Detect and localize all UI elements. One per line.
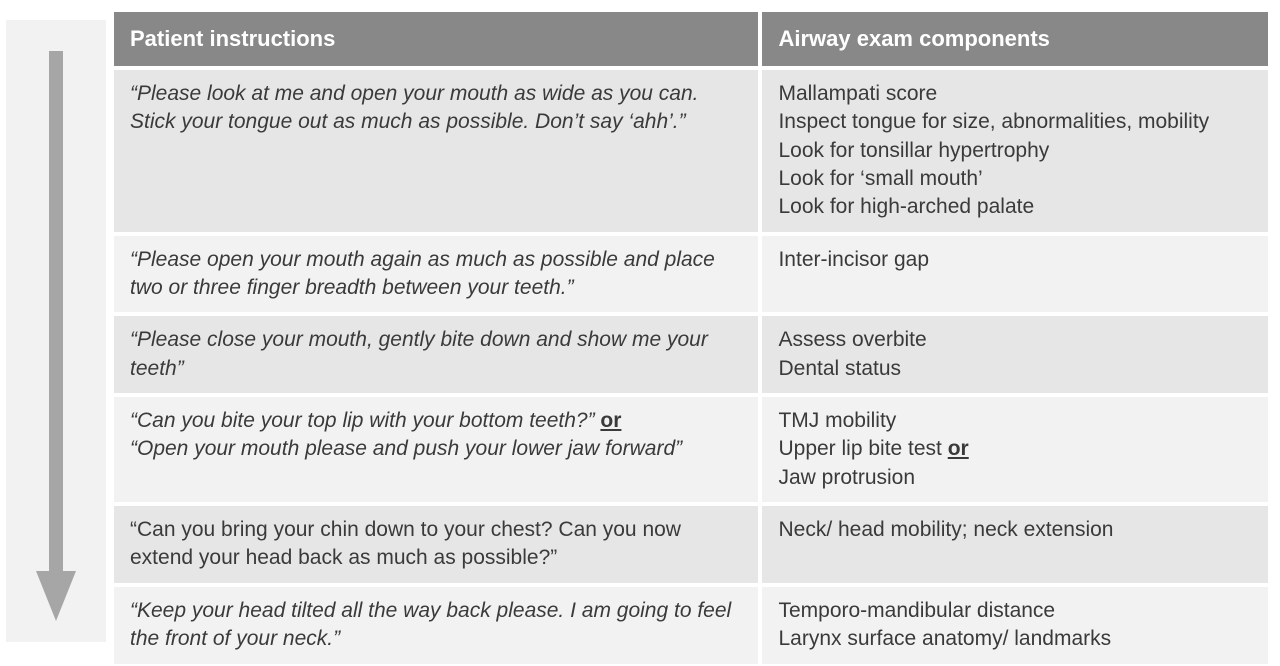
cell-components: Neck/ head mobility; neck extension: [760, 504, 1270, 585]
header-patient-instructions: Patient instructions: [112, 10, 760, 68]
table-row: “Can you bring your chin down to your ch…: [112, 504, 1270, 585]
cell-instruction: “Can you bring your chin down to your ch…: [112, 504, 760, 585]
table-row: “Please close your mouth, gently bite do…: [112, 314, 1270, 395]
cell-instruction: “Please open your mouth again as much as…: [112, 234, 760, 315]
table-row: “Please open your mouth again as much as…: [112, 234, 1270, 315]
cell-components: Temporo-mandibular distance Larynx surfa…: [760, 585, 1270, 666]
cell-components: Mallampati score Inspect tongue for size…: [760, 68, 1270, 234]
cell-components: TMJ mobilityUpper lip bite test orJaw pr…: [760, 395, 1270, 504]
airway-exam-table: Patient instructions Airway exam compone…: [112, 10, 1270, 652]
cell-components: Inter-incisor gap: [760, 234, 1270, 315]
table-row: “Can you bite your top lip with your bot…: [112, 395, 1270, 504]
arrow-column: [6, 20, 106, 642]
cell-instruction: “Please close your mouth, gently bite do…: [112, 314, 760, 395]
table-row: “Please look at me and open your mouth a…: [112, 68, 1270, 234]
down-arrow-icon: [36, 31, 76, 631]
table-row: “Keep your head tilted all the way back …: [112, 585, 1270, 666]
cell-instruction: “Keep your head tilted all the way back …: [112, 585, 760, 666]
cell-instruction: “Can you bite your top lip with your bot…: [112, 395, 760, 504]
table-header-row: Patient instructions Airway exam compone…: [112, 10, 1270, 68]
cell-instruction: “Please look at me and open your mouth a…: [112, 68, 760, 234]
page-container: Patient instructions Airway exam compone…: [0, 0, 1280, 662]
header-airway-exam-components: Airway exam components: [760, 10, 1270, 68]
cell-components: Assess overbite Dental status: [760, 314, 1270, 395]
table-body: “Please look at me and open your mouth a…: [112, 68, 1270, 666]
